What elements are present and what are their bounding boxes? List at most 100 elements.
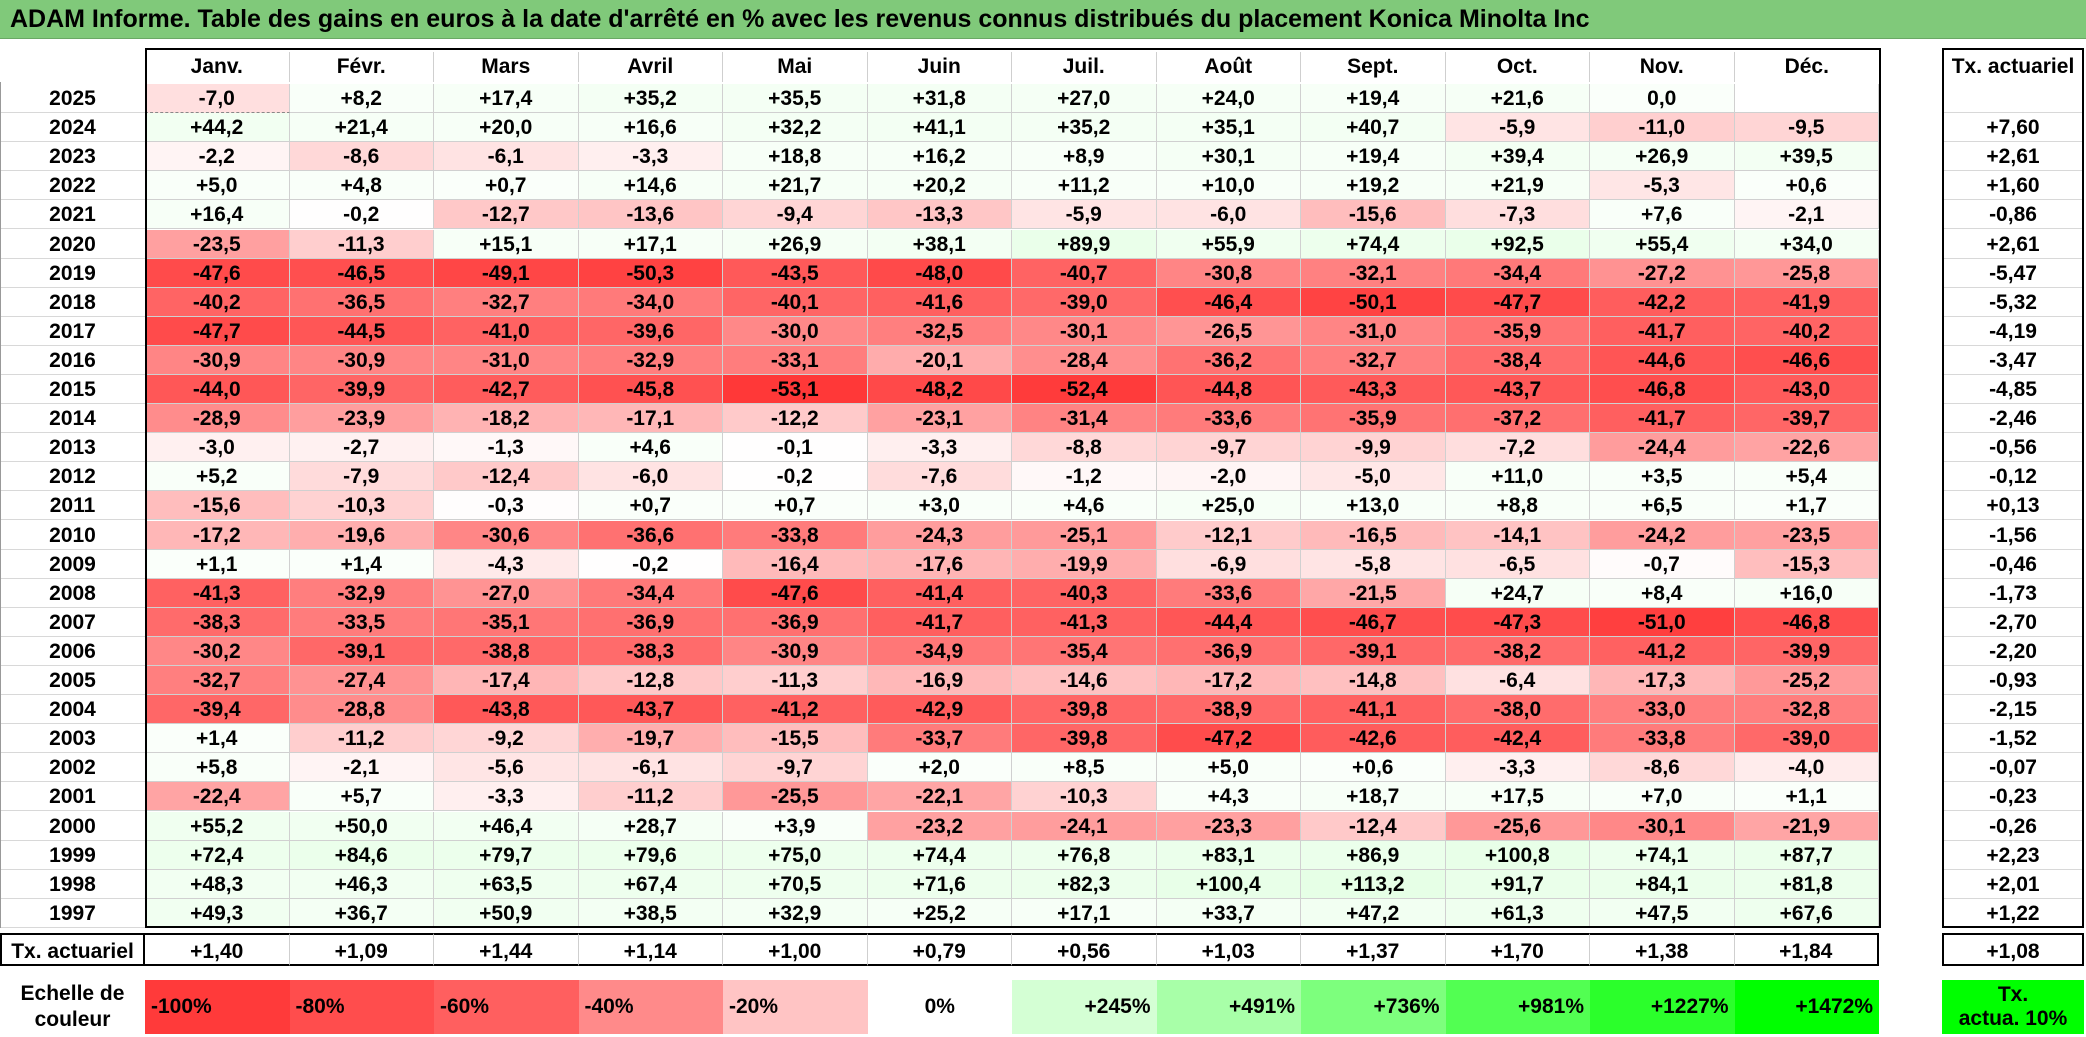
heatmap-cell: -23,5 <box>145 229 290 259</box>
heatmap-cell: -5,8 <box>1301 549 1446 579</box>
heatmap-cell: -24,3 <box>867 520 1012 550</box>
legend-annual-line: Tx. <box>1997 983 2029 1006</box>
heatmap-cell: +16,2 <box>867 142 1012 172</box>
heatmap-cell: -9,4 <box>723 200 868 230</box>
heatmap-cell: -17,1 <box>578 404 723 434</box>
heatmap-cell: -11,3 <box>723 666 868 696</box>
row-year-label: 2009 <box>0 550 145 579</box>
heatmap-cell: +35,5 <box>723 84 868 114</box>
heatmap-cell: -47,2 <box>1156 724 1301 754</box>
heatmap-cell: -17,6 <box>867 549 1012 579</box>
heatmap-cell: -41,9 <box>1734 287 1879 317</box>
heatmap-cell: -39,1 <box>1301 636 1446 666</box>
heatmap-cell: -41,2 <box>723 695 868 725</box>
annual-rate-cell: +0,13 <box>1942 491 2084 521</box>
heatmap-cell: -7,6 <box>867 462 1012 492</box>
heatmap-cell: 0,0 <box>1590 84 1735 114</box>
heatmap-cell: -42,7 <box>434 375 579 405</box>
heatmap-cell: -3,0 <box>145 433 290 463</box>
heatmap-cell: -46,6 <box>1734 345 1879 375</box>
heatmap-cell: +49,3 <box>145 898 290 928</box>
heatmap-cell: +4,8 <box>289 171 434 201</box>
heatmap-cell: -6,0 <box>578 462 723 492</box>
row-year-label: 2020 <box>0 230 145 259</box>
legend-annual-line: actua. 10% <box>1958 1007 2068 1030</box>
legend-swatch: +736% <box>1301 980 1446 1034</box>
heatmap-cell: -33,6 <box>1156 578 1301 608</box>
heatmap-cell: -19,7 <box>578 724 723 754</box>
heatmap-cell: -7,3 <box>1445 200 1590 230</box>
heatmap-cell: -43,3 <box>1301 375 1446 405</box>
row-year-label: 2019 <box>0 259 145 288</box>
column-header: Juin <box>868 52 1012 82</box>
heatmap-cell: -38,3 <box>145 607 290 637</box>
heatmap-cell: -21,5 <box>1301 578 1446 608</box>
annual-rate-cell: -0,86 <box>1942 200 2084 230</box>
heatmap-cell: -39,7 <box>1734 404 1879 434</box>
row-year-label: 2013 <box>0 433 145 463</box>
heatmap-cell: +4,6 <box>578 433 723 463</box>
heatmap-cell: -44,5 <box>289 316 434 346</box>
heatmap-cell: +21,9 <box>1445 171 1590 201</box>
heatmap-cell: -27,0 <box>434 578 579 608</box>
heatmap-cell: -42,6 <box>1301 724 1446 754</box>
heatmap-cell: -27,4 <box>289 666 434 696</box>
heatmap-cell: -3,3 <box>867 433 1012 463</box>
heatmap-cell: -27,2 <box>1590 258 1735 288</box>
column-header: Nov. <box>1590 52 1735 82</box>
heatmap-cell: +8,8 <box>1445 491 1590 521</box>
heatmap-cell: -2,0 <box>1156 462 1301 492</box>
annual-rate-cell: -1,73 <box>1942 579 2084 608</box>
heatmap-cell: -30,9 <box>145 345 290 375</box>
heatmap-cell: +0,7 <box>578 491 723 521</box>
heatmap-cell: +1,4 <box>289 549 434 579</box>
row-year-label: 2017 <box>0 317 145 346</box>
row-year-label: 2005 <box>0 666 145 696</box>
heatmap-cell: -5,6 <box>434 753 579 783</box>
heatmap-cell: -28,8 <box>289 695 434 725</box>
heatmap-cell: +18,8 <box>723 142 868 172</box>
heatmap-cell: +35,2 <box>578 84 723 114</box>
annual-rate-cell: -2,20 <box>1942 637 2084 666</box>
heatmap-cell: -8,6 <box>1590 753 1735 783</box>
row-year-label: 2011 <box>0 491 145 521</box>
heatmap-cell: -38,9 <box>1156 695 1301 725</box>
heatmap-cell: -38,4 <box>1445 345 1590 375</box>
heatmap-cell: +46,3 <box>289 869 434 899</box>
heatmap-cell: -7,2 <box>1445 433 1590 463</box>
heatmap-cell: -34,9 <box>867 636 1012 666</box>
heatmap-cell: -31,0 <box>1301 316 1446 346</box>
heatmap-cell: -19,6 <box>289 520 434 550</box>
heatmap-cell: -44,6 <box>1590 345 1735 375</box>
heatmap-cell: -39,4 <box>145 695 290 725</box>
heatmap-cell: +19,4 <box>1301 142 1446 172</box>
row-year-label: 2023 <box>0 142 145 172</box>
heatmap-cell: -15,6 <box>1301 200 1446 230</box>
heatmap-cell: -39,8 <box>1012 695 1157 725</box>
heatmap-cell: -2,1 <box>1734 200 1879 230</box>
legend-swatch: -40% <box>578 980 723 1034</box>
annual-rate-cell: -1,56 <box>1942 521 2084 550</box>
heatmap-cell: -35,9 <box>1445 316 1590 346</box>
heatmap-cell: -33,6 <box>1156 404 1301 434</box>
heatmap-cell: +17,4 <box>434 84 579 114</box>
row-year-label: 2010 <box>0 521 145 550</box>
page-title: ADAM Informe. Table des gains en euros à… <box>10 5 1590 33</box>
footer-rate-cell: +1,44 <box>434 932 579 966</box>
annual-rate-cell: +2,61 <box>1942 142 2084 172</box>
heatmap-cell: -6,1 <box>578 753 723 783</box>
heatmap-cell: +41,1 <box>867 113 1012 143</box>
heatmap-cell: +79,7 <box>434 840 579 870</box>
heatmap-cell: +8,2 <box>289 84 434 114</box>
heatmap-cell: +17,5 <box>1445 782 1590 812</box>
row-year-label: 2002 <box>0 753 145 783</box>
heatmap-cell: -2,2 <box>145 142 290 172</box>
heatmap-cell: +21,7 <box>723 171 868 201</box>
heatmap-cell: -32,9 <box>578 345 723 375</box>
heatmap-cell: +38,5 <box>578 898 723 928</box>
annual-rate-cell: -0,07 <box>1942 753 2084 783</box>
column-header: Avril <box>579 52 723 82</box>
heatmap-cell: -12,2 <box>723 404 868 434</box>
heatmap-cell: -0,3 <box>434 491 579 521</box>
heatmap-cell: +75,0 <box>723 840 868 870</box>
